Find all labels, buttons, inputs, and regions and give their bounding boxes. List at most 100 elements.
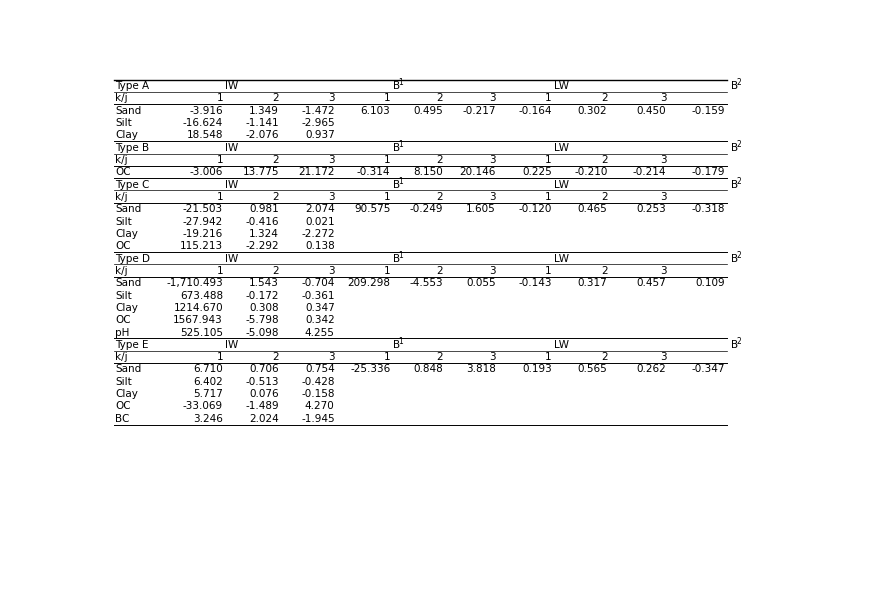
Text: 4.255: 4.255 bbox=[304, 328, 335, 337]
Text: OC: OC bbox=[115, 241, 131, 251]
Text: 2: 2 bbox=[436, 155, 443, 165]
Text: IW: IW bbox=[226, 143, 239, 153]
Text: 1.543: 1.543 bbox=[249, 279, 279, 288]
Text: -0.172: -0.172 bbox=[245, 291, 279, 301]
Text: 3: 3 bbox=[489, 352, 496, 362]
Text: -0.179: -0.179 bbox=[691, 167, 725, 177]
Text: 0.981: 0.981 bbox=[249, 204, 279, 214]
Text: 8.150: 8.150 bbox=[413, 167, 443, 177]
Text: 3: 3 bbox=[327, 192, 335, 202]
Text: 2: 2 bbox=[601, 352, 607, 362]
Text: OC: OC bbox=[115, 167, 131, 177]
Text: k/j: k/j bbox=[115, 93, 128, 104]
Text: Sand: Sand bbox=[115, 279, 142, 288]
Text: 1.349: 1.349 bbox=[249, 106, 279, 116]
Text: 1214.670: 1214.670 bbox=[173, 303, 223, 313]
Text: 3: 3 bbox=[327, 155, 335, 165]
Text: Silt: Silt bbox=[115, 118, 132, 128]
Text: 2: 2 bbox=[601, 155, 607, 165]
Text: 0.193: 0.193 bbox=[521, 364, 551, 374]
Text: 0.495: 0.495 bbox=[413, 106, 443, 116]
Text: 2: 2 bbox=[735, 78, 741, 87]
Text: LW: LW bbox=[554, 340, 569, 350]
Text: -0.361: -0.361 bbox=[301, 291, 335, 301]
Text: Type B: Type B bbox=[115, 143, 150, 153]
Text: Sand: Sand bbox=[115, 204, 142, 214]
Text: 1: 1 bbox=[216, 352, 223, 362]
Text: LW: LW bbox=[554, 253, 569, 264]
Text: 3: 3 bbox=[489, 266, 496, 276]
Text: -0.159: -0.159 bbox=[691, 106, 725, 116]
Text: 3: 3 bbox=[659, 155, 666, 165]
Text: 6.402: 6.402 bbox=[193, 377, 223, 387]
Text: 3: 3 bbox=[659, 352, 666, 362]
Text: B: B bbox=[730, 143, 737, 153]
Text: 0.253: 0.253 bbox=[636, 204, 666, 214]
Text: -0.347: -0.347 bbox=[691, 364, 725, 374]
Text: 525.105: 525.105 bbox=[180, 328, 223, 337]
Text: -33.069: -33.069 bbox=[183, 401, 223, 412]
Text: 3: 3 bbox=[327, 93, 335, 104]
Text: 3: 3 bbox=[327, 266, 335, 276]
Text: 0.342: 0.342 bbox=[304, 315, 335, 325]
Text: 20.146: 20.146 bbox=[459, 167, 496, 177]
Text: IW: IW bbox=[226, 180, 239, 190]
Text: 1: 1 bbox=[545, 192, 551, 202]
Text: Type A: Type A bbox=[115, 81, 150, 91]
Text: -0.416: -0.416 bbox=[245, 217, 279, 226]
Text: -0.428: -0.428 bbox=[301, 377, 335, 387]
Text: 209.298: 209.298 bbox=[347, 279, 390, 288]
Text: 2: 2 bbox=[272, 192, 279, 202]
Text: 2: 2 bbox=[272, 93, 279, 104]
Text: -1.489: -1.489 bbox=[245, 401, 279, 412]
Text: -25.336: -25.336 bbox=[350, 364, 390, 374]
Text: k/j: k/j bbox=[115, 192, 128, 202]
Text: LW: LW bbox=[554, 143, 569, 153]
Text: -19.216: -19.216 bbox=[182, 229, 223, 239]
Text: 0.317: 0.317 bbox=[577, 279, 607, 288]
Text: 2.074: 2.074 bbox=[304, 204, 335, 214]
Text: 1: 1 bbox=[384, 192, 390, 202]
Text: 18.548: 18.548 bbox=[187, 131, 223, 140]
Text: -1.472: -1.472 bbox=[301, 106, 335, 116]
Text: -2.965: -2.965 bbox=[301, 118, 335, 128]
Text: 3: 3 bbox=[659, 93, 666, 104]
Text: -3.916: -3.916 bbox=[189, 106, 223, 116]
Text: Type E: Type E bbox=[115, 340, 149, 350]
Text: 0.076: 0.076 bbox=[249, 389, 279, 399]
Text: 1: 1 bbox=[545, 352, 551, 362]
Text: 2: 2 bbox=[436, 352, 443, 362]
Text: 1: 1 bbox=[216, 192, 223, 202]
Text: Silt: Silt bbox=[115, 217, 132, 226]
Text: 0.262: 0.262 bbox=[636, 364, 666, 374]
Text: -0.314: -0.314 bbox=[357, 167, 390, 177]
Text: -4.553: -4.553 bbox=[410, 279, 443, 288]
Text: 0.109: 0.109 bbox=[696, 279, 725, 288]
Text: -3.006: -3.006 bbox=[189, 167, 223, 177]
Text: -27.942: -27.942 bbox=[182, 217, 223, 226]
Text: -0.704: -0.704 bbox=[301, 279, 335, 288]
Text: -0.513: -0.513 bbox=[245, 377, 279, 387]
Text: -16.624: -16.624 bbox=[182, 118, 223, 128]
Text: 0.937: 0.937 bbox=[304, 131, 335, 140]
Text: 1: 1 bbox=[545, 155, 551, 165]
Text: -1.945: -1.945 bbox=[301, 414, 335, 423]
Text: 21.172: 21.172 bbox=[298, 167, 335, 177]
Text: Sand: Sand bbox=[115, 364, 142, 374]
Text: 2: 2 bbox=[601, 192, 607, 202]
Text: -0.214: -0.214 bbox=[633, 167, 666, 177]
Text: 1: 1 bbox=[398, 337, 403, 346]
Text: 0.347: 0.347 bbox=[304, 303, 335, 313]
Text: 1: 1 bbox=[384, 266, 390, 276]
Text: 2: 2 bbox=[436, 93, 443, 104]
Text: B: B bbox=[393, 340, 400, 350]
Text: -2.076: -2.076 bbox=[245, 131, 279, 140]
Text: IW: IW bbox=[226, 253, 239, 264]
Text: -5.098: -5.098 bbox=[245, 328, 279, 337]
Text: 0.457: 0.457 bbox=[636, 279, 666, 288]
Text: 1: 1 bbox=[384, 352, 390, 362]
Text: 1: 1 bbox=[398, 177, 403, 186]
Text: Type D: Type D bbox=[115, 253, 150, 264]
Text: 2: 2 bbox=[272, 155, 279, 165]
Text: Silt: Silt bbox=[115, 377, 132, 387]
